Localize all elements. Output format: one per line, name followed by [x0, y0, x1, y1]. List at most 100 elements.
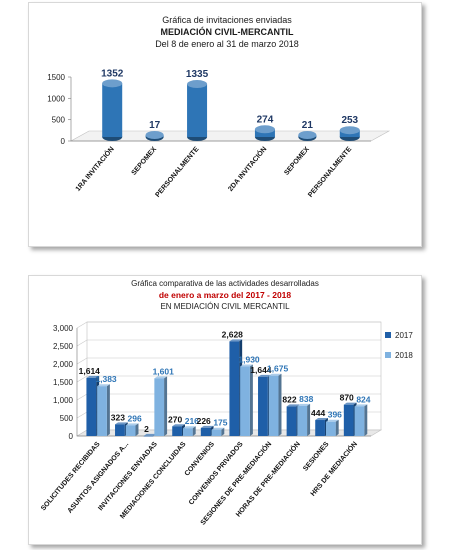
chart2-legend-label: 2018	[395, 351, 413, 360]
chart1-bar	[339, 126, 360, 141]
chart2-bar-side	[135, 423, 139, 436]
chart2-y-tick-label: 2,500	[53, 342, 74, 351]
chart2-bar-front	[268, 375, 279, 436]
chart-panel-comparative: Gráfica comparativa de las actividades d…	[28, 275, 422, 545]
chart1-bar-top	[254, 125, 275, 134]
chart1-period: Del 8 de enero al 31 de marzo 2018	[155, 39, 299, 49]
chart1-data-label: 1352	[101, 68, 124, 79]
chart2-bar-front	[229, 341, 240, 436]
chart2-bar-top	[229, 339, 243, 342]
chart2-bar-2018	[354, 404, 368, 436]
chart2-bar-front	[182, 428, 193, 436]
chart2-bar-side	[364, 404, 368, 436]
chart2-data-label-2017: 1,644	[250, 365, 272, 375]
chart2-y-tick-label: 500	[60, 414, 74, 423]
chart2-legend-swatch	[385, 332, 391, 338]
chart1-bar-body	[187, 84, 208, 137]
chart2-bar-side	[221, 427, 225, 436]
chart2-data-label-2018: 1,601	[153, 366, 175, 376]
chart2-bar-2018	[182, 426, 196, 436]
chart1-bar-top	[102, 79, 123, 88]
chart2-bar-front	[240, 366, 250, 436]
chart-panel-invitations: Gráfica de invitaciones enviadas MEDIACI…	[28, 2, 422, 247]
chart2-gridline	[76, 321, 381, 329]
chart2-legend-label: 2017	[395, 331, 413, 340]
chart2-data-label-2017: 2	[144, 424, 149, 434]
chart2-bar-2018	[125, 423, 139, 436]
chart2-category-label: CONVENIOS	[184, 441, 217, 478]
chart2-bar-top	[354, 404, 368, 407]
chart2-bar-front	[325, 421, 336, 436]
chart2-bar-top	[258, 374, 271, 377]
chart1-subtitle: MEDIACIÓN CIVIL-MERCANTIL	[161, 26, 294, 37]
chart2-bar-front	[125, 425, 136, 436]
chart2-data-label-2017: 444	[311, 408, 325, 418]
chart2-category-label: CONVENIOS PRIVADOS	[188, 441, 245, 507]
chart2-bar-2018	[154, 376, 168, 436]
chart2-data-label-2018: 216	[185, 416, 199, 426]
chart2-bar-side	[164, 376, 168, 436]
chart2-bar-top	[115, 422, 128, 425]
chart2-y-tick-label: 1,000	[53, 396, 74, 405]
chart2-bar-top	[286, 404, 300, 407]
chart2-category-label: HRS DE MEDIACIÓN	[308, 440, 359, 498]
chart2-data-label-2017: 2,628	[222, 329, 244, 339]
chart2-bar-front	[297, 405, 308, 436]
chart2-data-label-2017: 226	[197, 416, 211, 426]
chart2-subtitle2: EN MEDIACIÓN CIVIL MERCANTIL	[160, 302, 290, 311]
chart1-bar	[145, 131, 164, 141]
chart2-bar-front	[258, 376, 268, 436]
chart2-category-label: SESIONES	[302, 441, 331, 473]
chart2-category-label: MEDIACIONES CONCLUIDAS	[119, 441, 188, 521]
chart2-bar-front	[211, 429, 222, 436]
chart2-bar-side	[249, 364, 253, 436]
chart2-data-label-2018: 1,675	[267, 364, 289, 374]
chart2-data-label-2017: 323	[111, 412, 125, 422]
chart1-data-label: 274	[257, 114, 274, 125]
chart2-bar-top	[297, 403, 311, 406]
chart1-data-label: 1335	[186, 69, 209, 80]
chart2-bar-side	[192, 426, 196, 436]
chart1-category-label: 1RA INVITACIÓN	[73, 145, 116, 193]
comparative-chart: Gráfica comparativa de las actividades d…	[40, 279, 413, 527]
chart1-bar	[298, 131, 317, 141]
chart2-data-label-2017: 870	[340, 393, 354, 403]
chart2-bar-top	[154, 376, 168, 379]
chart2-data-label-2018: 838	[299, 394, 313, 404]
chart2-bar-side	[278, 373, 282, 436]
chart2-bar-front	[115, 424, 125, 436]
chart1-category-label: SEPOMEX	[283, 146, 311, 177]
chart1-data-label: 21	[302, 120, 314, 131]
chart2-y-tick-label: 0	[69, 432, 74, 441]
chart1-data-label: 253	[341, 115, 358, 126]
chart2-bar-front	[143, 435, 154, 437]
chart1-data-label: 17	[149, 120, 161, 131]
chart2-bar-top	[86, 375, 100, 378]
chart2-bar-2018	[325, 419, 339, 436]
chart2-bar-front	[315, 420, 325, 436]
chart2-data-label-2018: 175	[213, 418, 227, 428]
chart1-category-label: PERSONALMENTE	[307, 146, 353, 199]
chart1-bar-top	[187, 80, 208, 89]
chart1-bar	[187, 80, 208, 141]
chart2-gridline	[76, 339, 381, 347]
chart2-y-tick-label: 1,500	[53, 378, 74, 387]
chart1-y-tick-label: 1500	[47, 73, 65, 82]
chart2-bar-top	[211, 427, 225, 430]
chart2-bar-2018	[297, 403, 311, 436]
chart2-title: Gráfica comparativa de las actividades d…	[131, 279, 319, 288]
chart2-bar-front	[343, 404, 354, 436]
chart1-bar	[102, 79, 123, 141]
chart2-data-label-2018: 824	[356, 394, 370, 404]
chart2-bar-top	[240, 364, 253, 367]
chart2-bar-front	[172, 426, 182, 436]
chart2-subtitle: de enero a marzo del 2017 - 2018	[159, 290, 292, 300]
chart2-data-label-2017: 1,614	[79, 366, 101, 376]
chart2-y-tick-label: 3,000	[53, 324, 74, 333]
chart2-category-label: ASUNTOS ASIGNADOS A...	[67, 441, 131, 515]
chart1-bar-body	[102, 83, 123, 137]
chart2-data-label-2017: 270	[168, 414, 182, 424]
chart2-bar-top	[125, 423, 139, 426]
chart1-category-label: PERSONALMENTE	[154, 146, 200, 199]
chart2-bar-top	[97, 384, 110, 387]
